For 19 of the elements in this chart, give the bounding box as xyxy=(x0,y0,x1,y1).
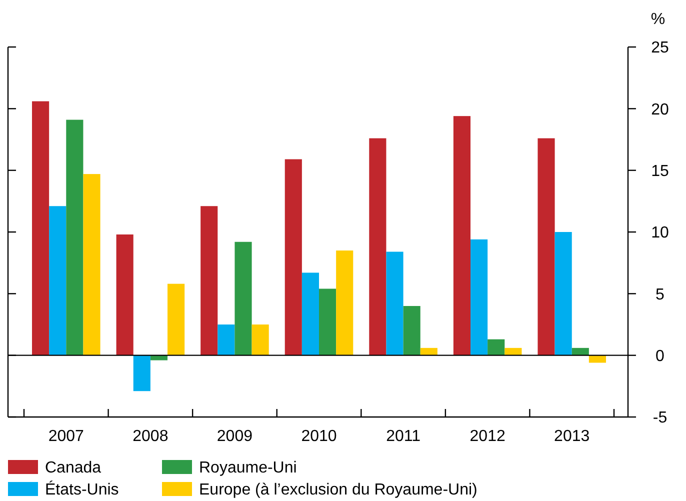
x-tick-label: 2013 xyxy=(554,428,590,445)
x-tick-label: 2011 xyxy=(386,428,421,445)
y-tick-label: 0 xyxy=(656,348,665,365)
legend-label: Canada xyxy=(45,460,102,477)
x-tick-label: 2010 xyxy=(301,428,337,445)
y-tick-label: 20 xyxy=(651,101,669,118)
legend-label: États-Unis xyxy=(45,480,119,499)
y-tick-label: -5 xyxy=(652,410,668,427)
y-tick-label: 25 xyxy=(651,40,669,57)
y-tick-label: 10 xyxy=(651,224,669,242)
x-tick-label: 2012 xyxy=(470,428,506,445)
x-tick-label: 2008 xyxy=(132,428,168,445)
legend-label: Europe (à l’exclusion du Royaume-Uni) xyxy=(199,482,478,499)
x-tick-label: 2007 xyxy=(48,428,84,445)
x-tick-label: 2009 xyxy=(216,428,253,445)
y-tick-label: 5 xyxy=(656,286,665,304)
y-axis-title: % xyxy=(650,11,666,28)
y-tick-label: 15 xyxy=(651,162,669,180)
legend-label: Royaume-Uni xyxy=(199,460,297,477)
